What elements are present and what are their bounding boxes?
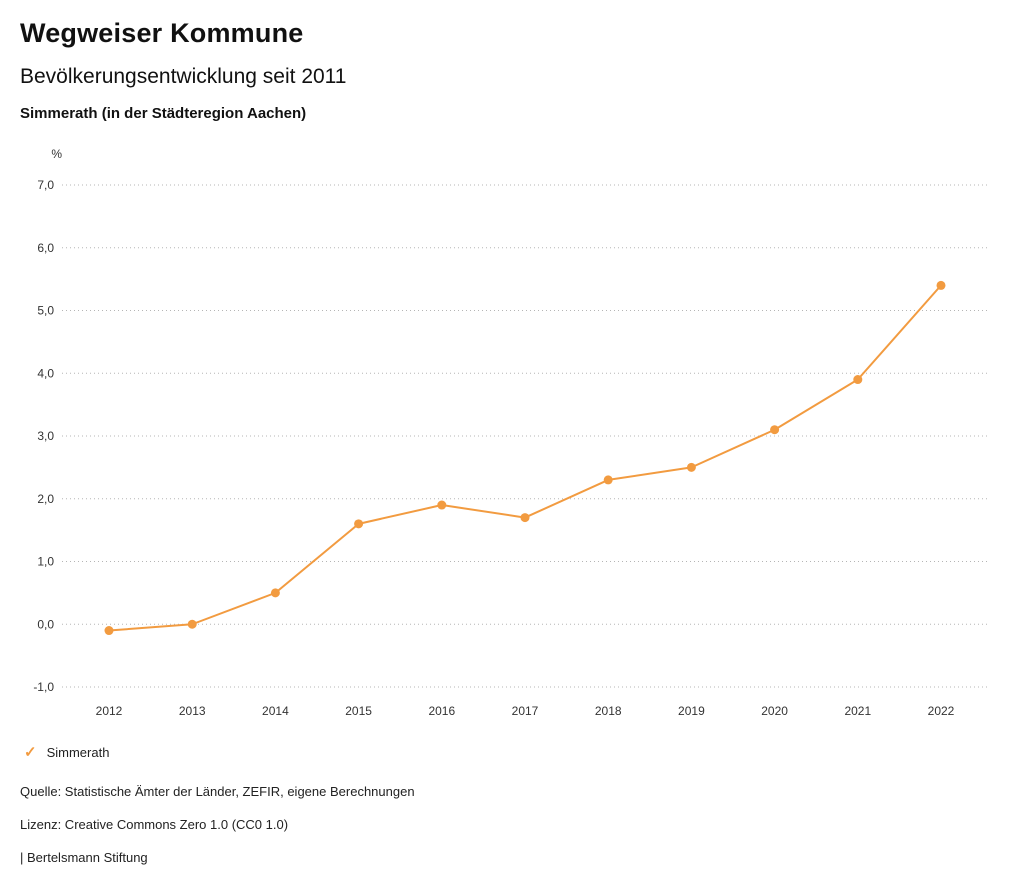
- y-tick-label: 1,0: [37, 555, 54, 569]
- chart-canvas: % -1,0 0,0 1,0 2,0 3,0 4,0 5,0 6,0 7,0 2012 2013 201…: [33, 147, 990, 718]
- app-title: Wegweiser Kommune: [20, 18, 304, 48]
- data-point[interactable]: [104, 626, 114, 636]
- y-tick-label: 5,0: [37, 304, 54, 318]
- data-point[interactable]: [770, 425, 780, 435]
- data-point[interactable]: [603, 475, 613, 485]
- x-tick-label: 2018: [595, 704, 622, 718]
- data-point[interactable]: [270, 588, 280, 598]
- y-tick-label: 3,0: [37, 429, 54, 443]
- x-tick-label: 2015: [345, 704, 372, 718]
- attribution-text: | Bertelsmann Stiftung: [20, 850, 148, 865]
- x-tick-label: 2020: [761, 704, 788, 718]
- y-tick-label: 6,0: [37, 241, 54, 255]
- chart-footer: Quelle: Statistische Ämter der Länder, Z…: [20, 784, 415, 883]
- x-tick-label: 2013: [179, 704, 206, 718]
- y-tick-label: 0,0: [37, 617, 54, 631]
- x-tick-label: 2019: [678, 704, 705, 718]
- data-point[interactable]: [187, 619, 197, 629]
- x-tick-label: 2022: [928, 704, 955, 718]
- x-tick-label: 2017: [512, 704, 539, 718]
- chart-title: Bevölkerungsentwicklung seit 2011: [20, 65, 347, 88]
- y-tick-label: 2,0: [37, 492, 54, 506]
- x-tick-label: 2021: [844, 704, 871, 718]
- x-tick-label: 2014: [262, 704, 289, 718]
- data-point[interactable]: [354, 519, 364, 529]
- source-text: Quelle: Statistische Ämter der Länder, Z…: [20, 784, 415, 799]
- data-point[interactable]: [936, 280, 946, 290]
- x-tick-label: 2016: [428, 704, 455, 718]
- y-tick-label: 4,0: [37, 366, 54, 380]
- legend-check-icon: ✓: [24, 744, 37, 761]
- y-tick-label: 7,0: [37, 178, 54, 192]
- license-text: Lizenz: Creative Commons Zero 1.0 (CC0 1…: [20, 817, 289, 832]
- data-point[interactable]: [853, 375, 863, 385]
- population-line-chart: % -1,0 0,0 1,0 2,0 3,0 4,0 5,0 6,0 7,0 2012 2013 201…: [0, 140, 1024, 735]
- legend-item-simmerath[interactable]: ✓ Simmerath: [24, 745, 109, 760]
- legend-label: Simmerath: [46, 745, 110, 760]
- x-tick-label: 2012: [96, 704, 123, 718]
- data-point[interactable]: [437, 500, 447, 510]
- y-axis-unit-label: %: [51, 147, 62, 161]
- data-point[interactable]: [686, 462, 696, 472]
- data-point[interactable]: [520, 513, 530, 523]
- y-tick-label: -1,0: [33, 680, 54, 694]
- series-line: [108, 284, 942, 632]
- chart-region-subtitle: Simmerath (in der Städteregion Aachen): [20, 105, 307, 122]
